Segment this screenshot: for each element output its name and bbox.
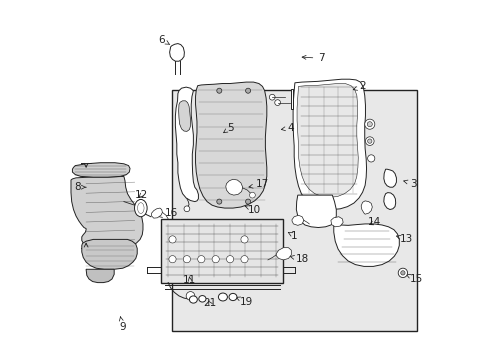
Polygon shape (178, 101, 190, 131)
Polygon shape (169, 44, 184, 61)
Text: 21: 21 (203, 298, 216, 308)
Text: 19: 19 (236, 297, 253, 307)
Polygon shape (383, 169, 396, 187)
Text: 13: 13 (396, 234, 412, 244)
Ellipse shape (218, 293, 227, 301)
Circle shape (269, 94, 275, 100)
Text: 3: 3 (403, 179, 416, 189)
Polygon shape (71, 176, 142, 248)
Circle shape (249, 192, 255, 198)
Polygon shape (333, 224, 399, 266)
Text: 9: 9 (119, 316, 125, 332)
Ellipse shape (137, 203, 144, 213)
Circle shape (367, 155, 374, 162)
Polygon shape (291, 215, 303, 225)
Ellipse shape (189, 296, 197, 303)
Polygon shape (383, 193, 395, 210)
Text: 8: 8 (74, 182, 86, 192)
Polygon shape (296, 84, 358, 197)
Circle shape (400, 271, 404, 275)
Text: 20: 20 (303, 215, 323, 225)
Polygon shape (72, 163, 130, 177)
Bar (161, 219, 283, 283)
Ellipse shape (199, 296, 205, 302)
Text: 11: 11 (183, 275, 196, 285)
Polygon shape (86, 269, 114, 283)
Text: 12: 12 (134, 190, 148, 200)
Text: 18: 18 (289, 254, 308, 264)
Polygon shape (151, 208, 162, 218)
Circle shape (216, 199, 222, 204)
Circle shape (241, 236, 247, 243)
Circle shape (397, 268, 407, 278)
Text: 14: 14 (367, 217, 380, 228)
Circle shape (197, 256, 204, 263)
Text: 1: 1 (288, 231, 297, 241)
Circle shape (245, 199, 250, 204)
Circle shape (364, 119, 374, 129)
Text: 17: 17 (248, 179, 269, 189)
Polygon shape (330, 217, 343, 227)
Text: 7: 7 (302, 53, 324, 63)
Polygon shape (296, 195, 336, 228)
Text: 15: 15 (406, 274, 422, 284)
Circle shape (274, 100, 280, 105)
Circle shape (216, 88, 222, 93)
Circle shape (183, 206, 189, 212)
Circle shape (226, 256, 233, 263)
Text: 16: 16 (158, 208, 178, 218)
Text: 4: 4 (281, 123, 294, 133)
Ellipse shape (134, 199, 147, 217)
Ellipse shape (228, 293, 237, 301)
Circle shape (186, 292, 194, 300)
Circle shape (245, 88, 250, 93)
Polygon shape (361, 201, 371, 214)
Polygon shape (276, 248, 291, 260)
Circle shape (365, 137, 373, 145)
Text: 5: 5 (223, 123, 233, 133)
Polygon shape (195, 82, 266, 208)
Text: 10: 10 (244, 204, 261, 215)
Polygon shape (292, 79, 366, 210)
Text: 2: 2 (353, 81, 366, 91)
Polygon shape (175, 87, 198, 202)
Circle shape (168, 236, 176, 243)
Circle shape (241, 256, 247, 263)
Circle shape (367, 139, 371, 143)
Bar (172, 90, 416, 331)
Circle shape (168, 256, 176, 263)
Text: 6: 6 (158, 35, 169, 45)
Circle shape (212, 256, 219, 263)
Circle shape (183, 256, 190, 263)
Circle shape (366, 122, 371, 127)
Polygon shape (81, 239, 137, 269)
Polygon shape (225, 179, 242, 195)
Bar (290, 89, 293, 109)
